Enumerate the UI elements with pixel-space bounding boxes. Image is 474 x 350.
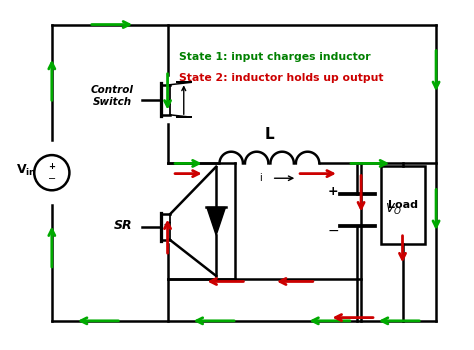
Text: SR: SR bbox=[114, 219, 133, 232]
Text: $\mathbf{V_{in}}$: $\mathbf{V_{in}}$ bbox=[16, 163, 36, 178]
Text: +: + bbox=[328, 185, 338, 198]
Bar bbox=[381, 166, 425, 244]
Text: $V_O$: $V_O$ bbox=[385, 202, 402, 217]
Text: State 1: input charges inductor: State 1: input charges inductor bbox=[179, 52, 371, 62]
Text: State 2: inductor holds up output: State 2: inductor holds up output bbox=[179, 73, 383, 83]
Text: Load: Load bbox=[388, 200, 418, 210]
Text: i: i bbox=[259, 173, 262, 183]
Text: L: L bbox=[264, 127, 274, 142]
Text: −: − bbox=[48, 174, 56, 184]
Text: +: + bbox=[48, 162, 55, 171]
Polygon shape bbox=[207, 208, 226, 235]
Text: Control
Switch: Control Switch bbox=[91, 85, 134, 107]
Text: −: − bbox=[328, 224, 339, 238]
